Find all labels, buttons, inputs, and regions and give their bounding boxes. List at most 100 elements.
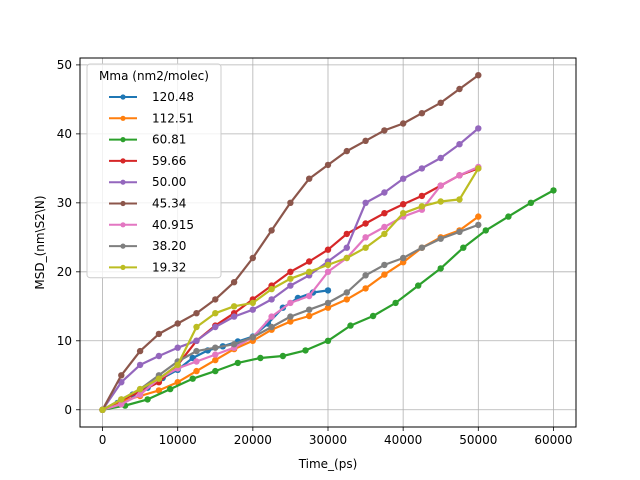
- legend-item: 112.51: [109, 111, 194, 125]
- data-point: [268, 227, 275, 234]
- x-tick-label: 40000: [384, 433, 422, 447]
- data-point: [212, 310, 219, 317]
- data-point: [136, 347, 144, 355]
- legend-label: 45.34: [152, 197, 186, 211]
- data-point: [381, 189, 388, 196]
- legend-item: 45.34: [109, 197, 186, 211]
- legend-label: 120.48: [152, 90, 194, 104]
- data-point: [212, 351, 219, 358]
- series-50.00: [99, 125, 482, 413]
- data-point: [306, 312, 313, 320]
- legend-label: 40.915: [152, 218, 194, 232]
- data-point: [381, 210, 388, 217]
- data-point: [343, 289, 350, 296]
- data-point: [268, 313, 275, 320]
- data-point: [302, 347, 309, 354]
- legend: Mma (nm2/molec) 120.48 112.51 60.81 59.66 50…: [86, 63, 222, 279]
- data-point: [475, 125, 482, 132]
- data-point: [415, 282, 422, 289]
- data-point: [287, 313, 294, 320]
- y-tick-label: 30: [57, 196, 72, 210]
- x-tick-label: 0: [99, 433, 107, 447]
- data-point: [212, 296, 219, 303]
- data-point: [118, 372, 125, 379]
- data-point: [268, 323, 275, 331]
- y-axis-ticks: 0 10 20 30 40 50: [57, 58, 80, 417]
- data-point: [136, 391, 144, 398]
- data-point: [167, 385, 174, 393]
- data-point: [475, 72, 482, 79]
- data-point: [306, 292, 313, 300]
- data-point: [381, 271, 388, 278]
- data-point: [287, 268, 294, 275]
- data-point: [362, 285, 369, 292]
- data-point: [437, 154, 444, 162]
- y-tick-label: 10: [57, 334, 72, 348]
- data-point: [347, 322, 354, 329]
- x-tick-label: 50000: [459, 433, 497, 447]
- legend-item: 38.20: [109, 239, 186, 253]
- y-tick-label: 0: [64, 403, 72, 417]
- data-point: [193, 323, 200, 331]
- data-point: [212, 356, 219, 364]
- data-point: [362, 234, 369, 241]
- legend-swatch-marker: [120, 222, 126, 228]
- data-point: [136, 361, 144, 369]
- x-tick-label: 60000: [534, 433, 572, 447]
- data-point: [174, 320, 181, 327]
- data-point: [324, 299, 332, 307]
- data-point: [306, 258, 313, 265]
- series-60.81: [99, 187, 557, 413]
- x-tick-label: 20000: [234, 433, 272, 447]
- x-tick-label: 30000: [309, 433, 347, 447]
- data-point: [99, 406, 106, 413]
- y-tick-label: 40: [57, 127, 72, 141]
- legend-item: 40.915: [109, 218, 194, 232]
- legend-swatch-marker: [120, 115, 126, 121]
- x-tick-label: 10000: [159, 433, 197, 447]
- legend-swatch-marker: [120, 200, 126, 207]
- legend-swatch-marker: [120, 94, 126, 100]
- data-point: [418, 110, 426, 117]
- data-point: [324, 261, 332, 269]
- data-point: [381, 127, 388, 134]
- data-point: [505, 213, 512, 220]
- data-point: [343, 296, 350, 303]
- data-point: [174, 344, 181, 351]
- data-point: [418, 244, 426, 251]
- data-point: [324, 161, 332, 169]
- legend-item: 120.48: [109, 90, 194, 104]
- data-point: [268, 285, 275, 293]
- y-axis-label: MSD_(nm\S2\N): [33, 195, 47, 289]
- data-point: [230, 313, 238, 320]
- data-point: [118, 379, 125, 386]
- series-19.32: [99, 165, 482, 413]
- data-point: [343, 254, 350, 262]
- legend-item: 50.00: [109, 175, 186, 189]
- data-point: [230, 279, 238, 286]
- data-point: [343, 230, 350, 238]
- data-point: [257, 354, 264, 362]
- data-point: [400, 120, 407, 127]
- data-point: [189, 375, 196, 382]
- x-axis-ticks: 0 10000 20000 30000 40000 50000 60000: [99, 427, 573, 447]
- data-point: [155, 352, 163, 360]
- data-point: [456, 85, 463, 93]
- data-point: [144, 396, 151, 403]
- data-point: [362, 272, 369, 279]
- data-point: [418, 192, 426, 200]
- data-point: [456, 228, 463, 235]
- y-tick-label: 50: [57, 58, 72, 72]
- legend-swatch-marker: [120, 158, 126, 164]
- data-point: [324, 304, 332, 311]
- legend-label: 50.00: [152, 175, 186, 189]
- data-point: [306, 175, 313, 182]
- legend-label: 60.81: [152, 133, 186, 147]
- data-point: [249, 299, 256, 307]
- legend-label: 19.32: [152, 260, 186, 274]
- data-point: [193, 337, 200, 344]
- data-point: [155, 330, 163, 338]
- y-tick-label: 20: [57, 265, 72, 279]
- data-point: [456, 141, 463, 148]
- data-point: [287, 275, 294, 282]
